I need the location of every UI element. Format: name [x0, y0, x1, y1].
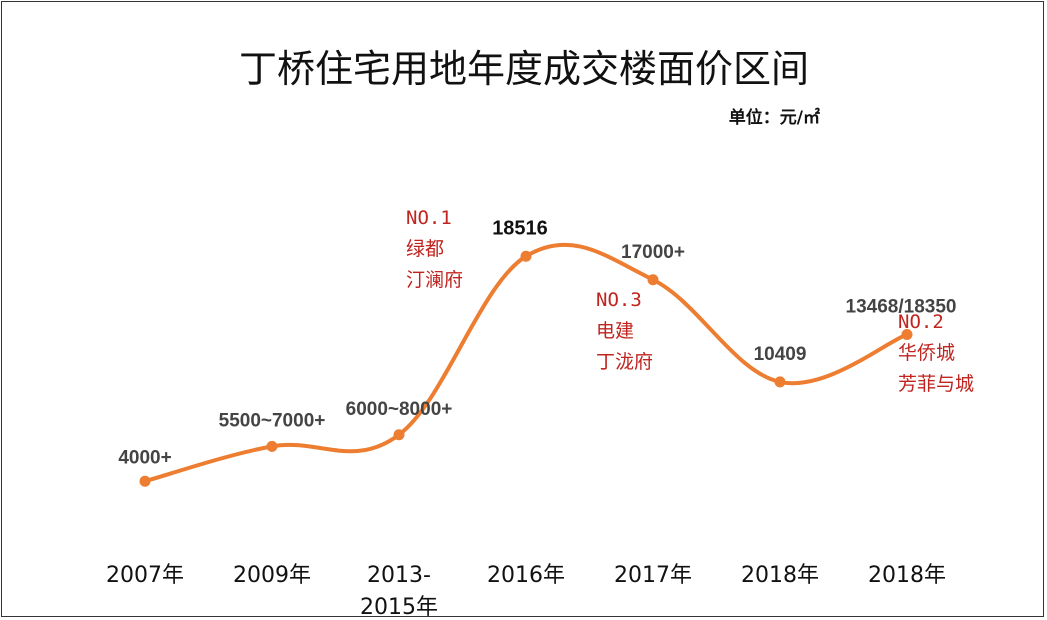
- data-label-1: 5500~7000+: [219, 410, 326, 431]
- annotation-0-line-0: NO.1: [406, 207, 452, 229]
- data-label-6: 13468/18350: [846, 296, 957, 317]
- data-point-0: [139, 475, 151, 487]
- data-point-3: [520, 250, 532, 262]
- data-label-4: 17000+: [621, 242, 685, 263]
- unit-label: 单位：元/㎡: [729, 107, 820, 128]
- x-tick-label-2-1: 2015年: [360, 595, 438, 618]
- data-point-4: [647, 274, 659, 286]
- data-point-1: [266, 440, 278, 452]
- annotation-0-line-1: 绿都: [406, 238, 444, 260]
- annotation-0-line-2: 汀澜府: [406, 269, 463, 291]
- data-label-5: 10409: [754, 344, 807, 365]
- annotation-2-line-1: 华侨城: [898, 342, 955, 364]
- x-tick-label-1: 2009年: [233, 563, 311, 588]
- data-label-0: 4000+: [118, 447, 171, 468]
- annotation-1-line-1: 电建: [596, 320, 634, 342]
- data-point-6: [901, 328, 913, 340]
- data-label-2: 6000~8000+: [346, 399, 453, 420]
- data-point-5: [774, 376, 786, 388]
- data-label-layer: 4000+ 5500~7000+ 6000~8000+ 18516 17000+ 1040…: [118, 217, 956, 468]
- series-layer: [139, 242, 913, 487]
- x-tick-label-6: 2018年: [868, 563, 946, 588]
- annotation-2-line-0: NO.2: [898, 311, 944, 333]
- data-point-2: [393, 429, 405, 441]
- x-tick-label-2-0: 2013-: [367, 563, 431, 588]
- x-axis: 2007年 2009年 2013- 2015年 2016年 2017年 2018年 2018年: [106, 563, 946, 618]
- x-tick-label-5: 2018年: [741, 563, 819, 588]
- data-label-3: 18516: [492, 217, 548, 239]
- annotation-1-line-0: NO.3: [596, 289, 642, 311]
- x-tick-label-0: 2007年: [106, 563, 184, 588]
- annotation-1-line-2: 丁泷府: [596, 351, 653, 373]
- x-tick-label-3: 2016年: [487, 563, 565, 588]
- x-tick-label-4: 2017年: [614, 563, 692, 588]
- chart-title: 丁桥住宅用地年度成交楼面价区间: [239, 47, 809, 91]
- annotation-2-line-2: 芳菲与城: [898, 373, 974, 395]
